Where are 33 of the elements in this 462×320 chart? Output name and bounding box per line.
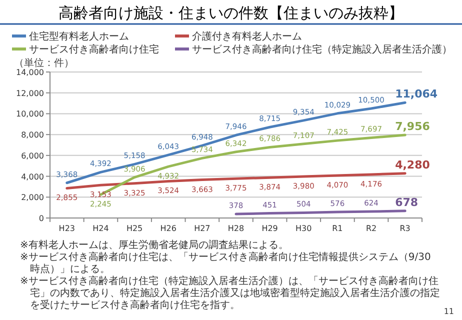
y-tick-label: 12,000 (16, 88, 44, 98)
text: ※サービス付き高齢者向け住宅（特定施設入居者生活介護）は、「サービス付き高齢者向け住宅」の内数であり、特定施設入居者生活介護又は地域密着型特定施設入居者生活介護の指定を受けたサービス付き高齢者向け住宅を指す。 (20, 275, 440, 311)
chart-title: 高齢者向け施設・住まいの件数【住まいのみ抜粋】 (58, 4, 404, 22)
y-tick-label: 10,000 (16, 110, 44, 119)
x-tick-label: H23 (58, 224, 76, 233)
y-tick-label: 6,000 (21, 151, 44, 160)
data-label: 678 (395, 196, 418, 209)
legend-label: 介護付き有料老人ホーム (192, 30, 302, 42)
legend-label: サービス付き高齢者向け住宅 (29, 44, 159, 56)
legend-label: サービス付き高齢者向け住宅（特定施設入居者生活介護） (192, 44, 452, 56)
x-tick-label: R1 (332, 224, 343, 233)
y-tick-label: 14,000 (16, 68, 44, 77)
y-tick-label: 0 (38, 214, 44, 223)
data-label: 7,956 (395, 120, 430, 134)
text: ※サービス付き高齢者向け住宅は、「サービス付き高齢者向け住宅情報提供システム（9/30時点）」による。 (20, 251, 431, 275)
data-label: 11,064 (395, 88, 438, 101)
legend-label: 住宅型有料老人ホーム (29, 30, 129, 42)
x-tick-label: H30 (296, 224, 312, 233)
data-label: 4,280 (395, 158, 430, 172)
x-tick-label: H29 (262, 224, 278, 233)
y-tick-label: 2,000 (21, 193, 44, 202)
x-tick-label: H26 (160, 224, 176, 233)
text: ※有料老人ホームは、厚生労働省老健局の調査結果による。 (20, 239, 288, 251)
text: 11 (444, 307, 454, 316)
y-axis-title: （単位：件） (14, 57, 74, 69)
x-tick-label: H28 (228, 224, 244, 233)
x-tick-label: R3 (400, 224, 410, 233)
x-tick-label: H27 (194, 224, 210, 233)
x-tick-label: H25 (126, 224, 143, 233)
x-tick-label: H24 (92, 224, 109, 233)
x-tick-label: R2 (366, 224, 377, 233)
y-tick-label: 8,000 (21, 130, 44, 140)
y-tick-label: 4,000 (21, 172, 44, 182)
